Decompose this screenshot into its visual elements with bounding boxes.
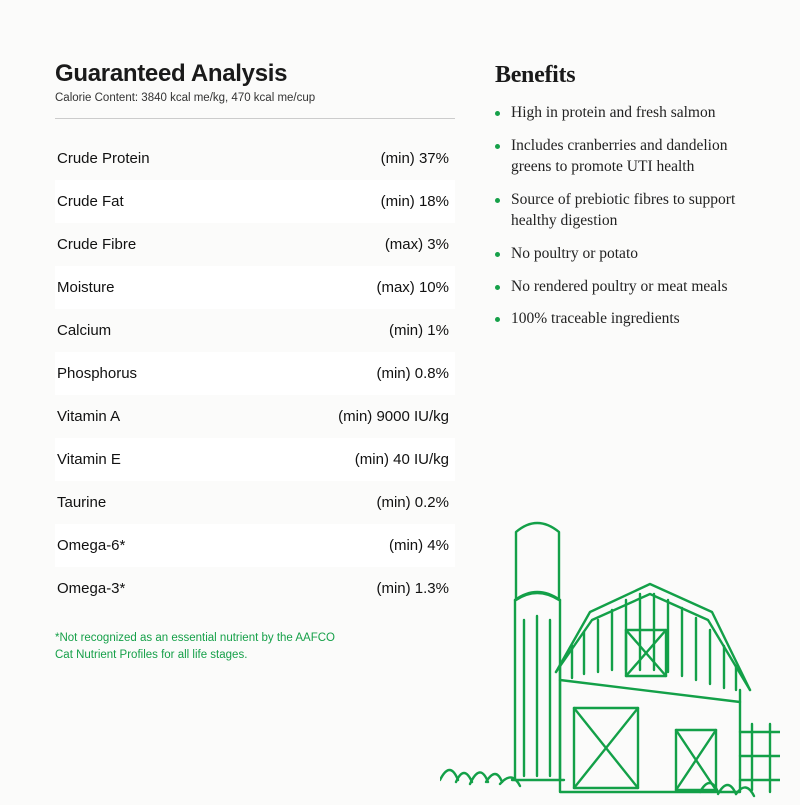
table-row: Vitamin A (min) 9000 IU/kg (55, 395, 455, 438)
calorie-content: Calorie Content: 3840 kcal me/kg, 470 kc… (55, 92, 455, 119)
analysis-table: Crude Protein (min) 37% Crude Fat (min) 18%… (55, 137, 455, 610)
nutrient-name: Vitamin A (57, 408, 120, 425)
benefits-title: Benefits (495, 62, 760, 89)
list-item: No poultry or potato (495, 244, 760, 265)
nutrient-value: (min) 1.3% (376, 580, 449, 597)
table-row: Omega-3* (min) 1.3% (55, 567, 455, 610)
nutrient-value: (min) 4% (389, 537, 449, 554)
footnote: *Not recognized as an essential nutrient… (55, 630, 355, 663)
nutrient-name: Crude Fibre (57, 236, 136, 253)
benefits-panel: Benefits High in protein and fresh salmo… (495, 60, 760, 800)
nutrient-value: (max) 3% (385, 236, 449, 253)
nutrient-name: Omega-6* (57, 537, 125, 554)
list-item: 100% traceable ingredients (495, 309, 760, 330)
table-row: Vitamin E (min) 40 IU/kg (55, 438, 455, 481)
list-item: Includes cranberries and dandelion green… (495, 136, 760, 178)
nutrient-value: (min) 18% (381, 193, 449, 210)
nutrient-value: (min) 0.2% (376, 494, 449, 511)
nutrient-name: Phosphorus (57, 365, 137, 382)
list-item: Source of prebiotic fibres to support he… (495, 190, 760, 232)
nutrient-name: Crude Protein (57, 150, 150, 167)
nutrient-value: (min) 9000 IU/kg (338, 408, 449, 425)
table-row: Moisture (max) 10% (55, 266, 455, 309)
list-item: High in protein and fresh salmon (495, 103, 760, 124)
table-row: Taurine (min) 0.2% (55, 481, 455, 524)
nutrient-name: Taurine (57, 494, 106, 511)
table-row: Omega-6* (min) 4% (55, 524, 455, 567)
analysis-title: Guaranteed Analysis (55, 60, 455, 88)
nutrient-value: (min) 37% (381, 150, 449, 167)
nutrient-value: (min) 1% (389, 322, 449, 339)
nutrient-name: Omega-3* (57, 580, 125, 597)
table-row: Crude Fat (min) 18% (55, 180, 455, 223)
guaranteed-analysis-panel: Guaranteed Analysis Calorie Content: 384… (55, 60, 455, 800)
nutrient-name: Moisture (57, 279, 115, 296)
benefits-list: High in protein and fresh salmon Includes… (495, 103, 760, 330)
table-row: Crude Fibre (max) 3% (55, 223, 455, 266)
nutrient-name: Crude Fat (57, 193, 124, 210)
nutrient-name: Calcium (57, 322, 111, 339)
nutrient-name: Vitamin E (57, 451, 121, 468)
table-row: Calcium (min) 1% (55, 309, 455, 352)
table-row: Crude Protein (min) 37% (55, 137, 455, 180)
list-item: No rendered poultry or meat meals (495, 277, 760, 298)
table-row: Phosphorus (min) 0.8% (55, 352, 455, 395)
nutrient-value: (max) 10% (376, 279, 449, 296)
nutrient-value: (min) 40 IU/kg (355, 451, 449, 468)
nutrient-value: (min) 0.8% (376, 365, 449, 382)
